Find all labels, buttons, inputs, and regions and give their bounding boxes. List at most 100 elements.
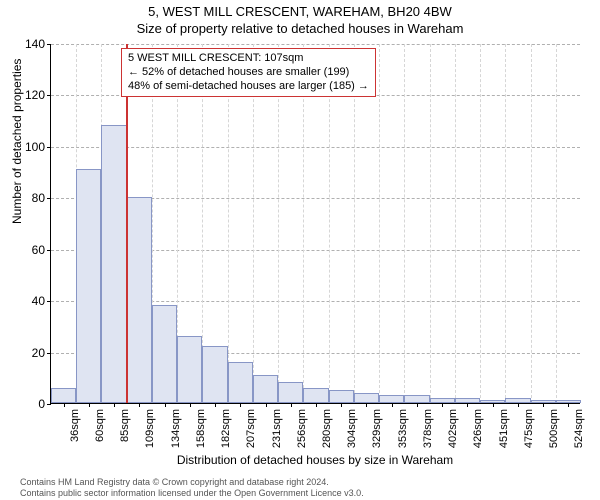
x-tick-mark	[518, 403, 519, 407]
x-tick-mark	[291, 403, 292, 407]
gridline-h	[51, 44, 580, 45]
x-tick-label: 304sqm	[346, 409, 358, 448]
annotation-line-1: 5 WEST MILL CRESCENT: 107sqm	[128, 52, 369, 66]
histogram-bar	[379, 395, 404, 403]
x-tick-mark	[64, 403, 65, 407]
histogram-bar	[228, 362, 253, 403]
x-tick-mark	[442, 403, 443, 407]
x-tick-label: 426sqm	[472, 409, 484, 448]
histogram-bar	[152, 305, 177, 403]
x-tick-mark	[240, 403, 241, 407]
x-tick-mark	[215, 403, 216, 407]
gridline-v	[531, 44, 532, 403]
x-tick-label: 182sqm	[220, 409, 232, 448]
histogram-bar	[51, 388, 76, 403]
chart-title-line2: Size of property relative to detached ho…	[0, 19, 600, 36]
histogram-bar	[127, 197, 152, 403]
gridline-v	[556, 44, 557, 403]
x-tick-mark	[366, 403, 367, 407]
histogram-bar	[278, 382, 303, 403]
x-tick-label: 60sqm	[94, 409, 106, 442]
gridline-v	[455, 44, 456, 403]
x-tick-label: 451sqm	[498, 409, 510, 448]
gridline-v	[253, 44, 254, 403]
chart-title-line1: 5, WEST MILL CRESCENT, WAREHAM, BH20 4BW	[0, 0, 600, 19]
x-tick-label: 475sqm	[523, 409, 535, 448]
x-tick-mark	[467, 403, 468, 407]
x-tick-label: 207sqm	[245, 409, 257, 448]
y-tick-label: 0	[38, 397, 45, 411]
y-tick-mark	[47, 250, 51, 251]
x-tick-label: 500sqm	[548, 409, 560, 448]
y-tick-mark	[47, 353, 51, 354]
x-tick-label: 402sqm	[447, 409, 459, 448]
x-tick-label: 85sqm	[119, 409, 131, 442]
histogram-bar	[76, 169, 101, 403]
x-tick-label: 36sqm	[69, 409, 81, 442]
x-tick-mark	[392, 403, 393, 407]
y-tick-mark	[47, 301, 51, 302]
gridline-v	[228, 44, 229, 403]
gridline-v	[480, 44, 481, 403]
x-tick-mark	[190, 403, 191, 407]
histogram-bar	[404, 395, 429, 403]
x-tick-mark	[89, 403, 90, 407]
gridline-v	[430, 44, 431, 403]
x-tick-label: 280sqm	[321, 409, 333, 448]
x-tick-mark	[139, 403, 140, 407]
y-tick-label: 120	[25, 88, 45, 102]
y-tick-mark	[47, 147, 51, 148]
x-tick-label: 378sqm	[422, 409, 434, 448]
x-tick-label: 109sqm	[144, 409, 156, 448]
x-tick-mark	[417, 403, 418, 407]
y-tick-label: 40	[32, 294, 45, 308]
gridline-v	[379, 44, 380, 403]
x-tick-mark	[568, 403, 569, 407]
y-tick-label: 20	[32, 346, 45, 360]
y-axis-label: Number of detached properties	[10, 59, 24, 224]
y-tick-mark	[47, 404, 51, 405]
histogram-bar	[177, 336, 202, 403]
x-tick-mark	[266, 403, 267, 407]
x-tick-label: 329sqm	[371, 409, 383, 448]
footer-attribution: Contains HM Land Registry data © Crown c…	[20, 477, 364, 498]
x-axis-label: Distribution of detached houses by size …	[50, 453, 580, 467]
y-tick-mark	[47, 44, 51, 45]
y-tick-mark	[47, 95, 51, 96]
footer-line-2: Contains public sector information licen…	[20, 488, 364, 498]
chart-container: 5, WEST MILL CRESCENT, WAREHAM, BH20 4BW…	[0, 0, 600, 500]
y-tick-label: 60	[32, 243, 45, 257]
annotation-box: 5 WEST MILL CRESCENT: 107sqm ← 52% of de…	[121, 48, 376, 97]
histogram-bar	[202, 346, 227, 403]
gridline-v	[329, 44, 330, 403]
gridline-v	[303, 44, 304, 403]
x-tick-label: 524sqm	[573, 409, 585, 448]
x-tick-label: 256sqm	[296, 409, 308, 448]
x-tick-label: 231sqm	[271, 409, 283, 448]
histogram-bar	[101, 125, 126, 403]
annotation-line-3: 48% of semi-detached houses are larger (…	[128, 80, 369, 94]
histogram-bar	[303, 388, 328, 403]
reference-line	[126, 44, 128, 403]
x-tick-mark	[493, 403, 494, 407]
gridline-v	[505, 44, 506, 403]
gridline-v	[404, 44, 405, 403]
x-tick-mark	[316, 403, 317, 407]
plot-area: 5 WEST MILL CRESCENT: 107sqm ← 52% of de…	[50, 44, 580, 404]
x-tick-label: 158sqm	[195, 409, 207, 448]
gridline-v	[278, 44, 279, 403]
annotation-line-2: ← 52% of detached houses are smaller (19…	[128, 66, 369, 80]
x-tick-mark	[543, 403, 544, 407]
histogram-bar	[253, 375, 278, 403]
y-tick-label: 80	[32, 191, 45, 205]
y-tick-mark	[47, 198, 51, 199]
x-tick-mark	[165, 403, 166, 407]
gridline-v	[354, 44, 355, 403]
y-tick-label: 140	[25, 37, 45, 51]
x-tick-mark	[341, 403, 342, 407]
y-tick-label: 100	[25, 140, 45, 154]
footer-line-1: Contains HM Land Registry data © Crown c…	[20, 477, 364, 487]
x-tick-label: 134sqm	[170, 409, 182, 448]
histogram-bar	[354, 393, 379, 403]
histogram-bar	[329, 390, 354, 403]
